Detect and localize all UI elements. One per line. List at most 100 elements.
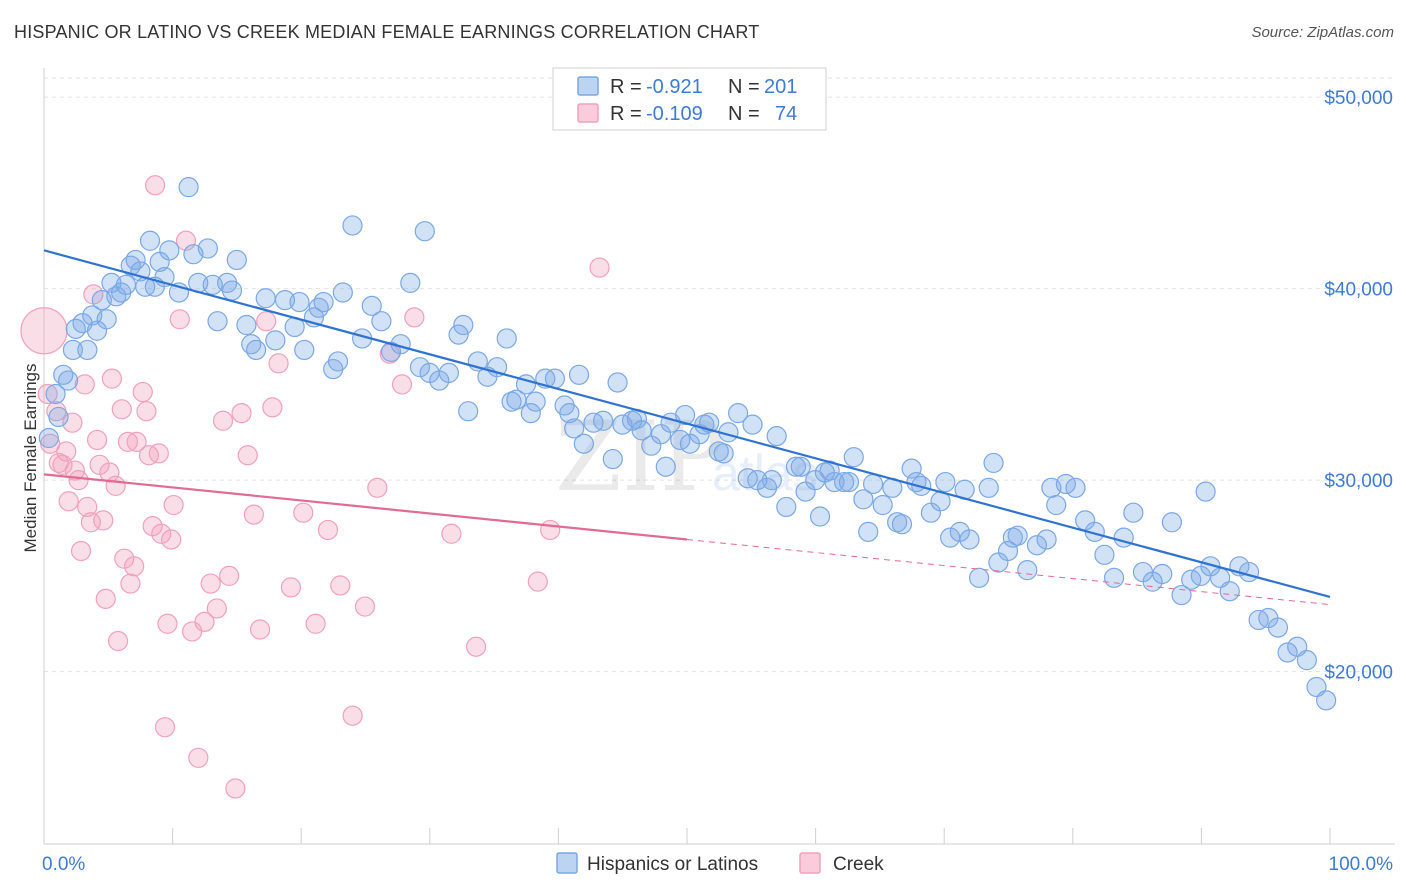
hispanic-point xyxy=(564,418,585,439)
hispanic-point xyxy=(997,540,1019,562)
hispanic-point xyxy=(742,414,763,435)
creek-point xyxy=(117,431,139,452)
bottom-legend: Hispanics or Latinos Creek xyxy=(556,852,884,875)
y-tick-label-2: $40,000 xyxy=(1324,280,1393,301)
hispanic-point xyxy=(1267,617,1289,638)
hispanic-point xyxy=(159,240,180,261)
hispanic-point xyxy=(414,221,435,242)
creek-point xyxy=(527,571,548,592)
legend-n-label-1: N = xyxy=(728,76,760,98)
hispanic-point xyxy=(713,443,734,464)
creek-point xyxy=(163,494,184,516)
hispanic-point xyxy=(289,291,310,313)
creek-point xyxy=(317,519,339,541)
hispanic-point xyxy=(245,339,267,361)
creek-point xyxy=(200,573,221,594)
creek-point xyxy=(256,311,277,332)
creek-point xyxy=(262,397,283,418)
y-tick-label-3: $50,000 xyxy=(1324,88,1393,109)
hispanic-point xyxy=(727,403,749,424)
creek-point xyxy=(77,496,98,518)
creek-point xyxy=(268,353,289,374)
hispanic-point xyxy=(96,309,117,330)
creek-point xyxy=(136,401,157,422)
legend-r-value-1: -0.921 xyxy=(646,76,703,98)
hispanic-point xyxy=(342,215,363,236)
axes xyxy=(43,68,1395,845)
hispanic-point xyxy=(115,274,137,295)
hispanic-point xyxy=(48,406,69,428)
creek-point xyxy=(95,588,116,609)
hispanic-point xyxy=(593,410,614,431)
hispanic-point xyxy=(294,339,315,361)
creek-point xyxy=(465,636,487,657)
creek-point xyxy=(212,410,234,431)
legend-n-value-1: 201 xyxy=(764,76,797,98)
creek-point xyxy=(293,502,314,523)
creek-trend-extension xyxy=(686,539,1331,606)
y-axis-label: Median Female Earnings xyxy=(21,364,40,553)
creek-point xyxy=(231,403,252,424)
creek-point xyxy=(93,510,114,531)
hispanic-point xyxy=(843,447,864,468)
creek-point xyxy=(404,307,425,328)
hispanic-point xyxy=(1152,563,1173,585)
creek-trend-line xyxy=(43,473,688,541)
legend-n-label-2: N = xyxy=(728,103,760,125)
y-tick-labels: $20,000 $30,000 $40,000 $50,000 xyxy=(1324,88,1393,684)
hispanic-point xyxy=(607,372,628,393)
creek-point xyxy=(145,175,166,196)
creek-point xyxy=(148,443,169,464)
hispanic-point xyxy=(361,295,382,316)
creek-point xyxy=(154,717,176,738)
creek-point xyxy=(188,747,209,768)
hispanic-point xyxy=(853,489,874,510)
hispanic-point xyxy=(38,427,59,449)
bottom-legend-swatch-hispanic xyxy=(556,852,578,874)
hispanic-point xyxy=(776,496,797,518)
creek-point xyxy=(74,374,95,395)
hispanic-point xyxy=(448,324,469,345)
x-tick-labels: 0.0% 100.0% xyxy=(42,854,1393,875)
hispanic-point xyxy=(226,249,247,271)
creek-point xyxy=(107,630,129,652)
creek-point xyxy=(243,504,264,525)
creek-point xyxy=(111,399,132,420)
creek-point xyxy=(157,613,178,634)
hispanic-point xyxy=(58,370,79,391)
hispanic-trend-line xyxy=(43,249,1331,599)
hispanic-point xyxy=(1316,690,1337,711)
hispanic-point xyxy=(785,456,807,477)
hispanic-point xyxy=(453,314,474,336)
creek-point xyxy=(391,374,413,395)
hispanic-point xyxy=(236,314,257,336)
creek-point xyxy=(441,523,462,544)
creek-point xyxy=(342,705,363,726)
hispanic-point xyxy=(761,470,782,491)
legend-r-value-2: -0.109 xyxy=(646,103,703,125)
hispanic-point xyxy=(1026,535,1048,556)
hispanic-point xyxy=(265,330,286,351)
source-label: Source: ZipAtlas.com xyxy=(1251,24,1394,41)
hispanic-point xyxy=(559,403,580,424)
hispanic-point xyxy=(197,238,218,259)
hispanic-point xyxy=(255,288,276,309)
hispanic-point xyxy=(1017,560,1038,581)
hispanic-point xyxy=(62,339,84,361)
hispanic-point xyxy=(125,249,146,271)
creek-point xyxy=(225,778,246,799)
bottom-legend-label-creek: Creek xyxy=(833,854,884,875)
legend-n-value-2: 74 xyxy=(775,103,797,125)
creek-point xyxy=(540,519,561,541)
hispanic-point xyxy=(602,448,623,470)
hispanic-point xyxy=(674,404,696,426)
creek-point xyxy=(20,307,68,355)
hispanic-point xyxy=(45,383,66,405)
creek-point xyxy=(367,477,388,498)
hispanic-point xyxy=(77,339,98,361)
hispanic-point xyxy=(438,362,459,384)
hispanic-point xyxy=(1277,642,1298,663)
hispanic-point xyxy=(790,456,811,477)
hispanic-point xyxy=(1046,494,1067,516)
